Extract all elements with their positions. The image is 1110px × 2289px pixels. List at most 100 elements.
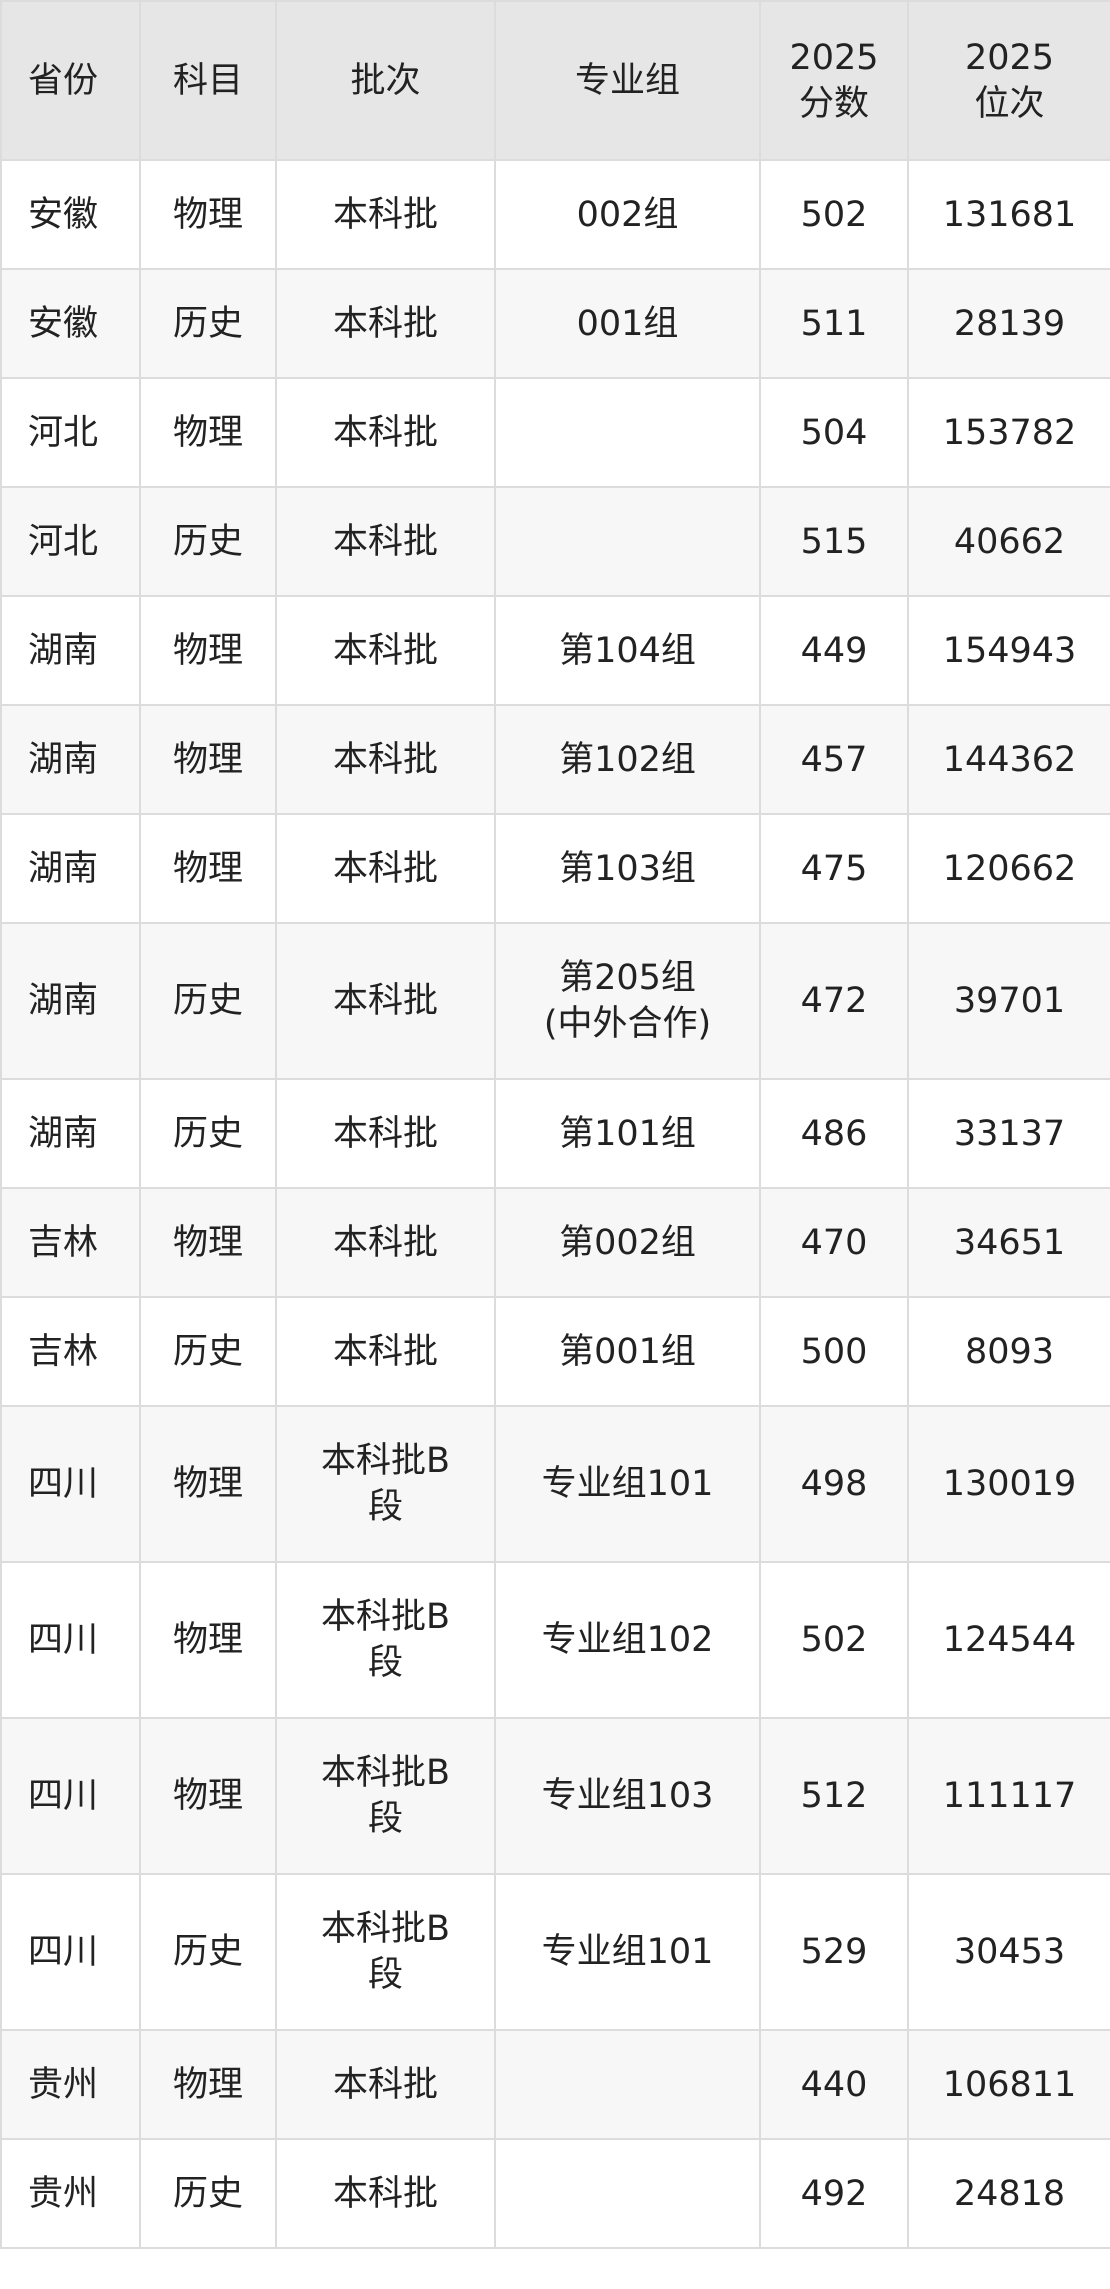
cell-province: 河北 xyxy=(0,377,141,488)
cell-rank: 144362 xyxy=(907,704,1110,815)
cell-score: 529 xyxy=(759,1873,909,2031)
cell-rank: 120662 xyxy=(907,813,1110,924)
cell-batch: 本科批 xyxy=(275,268,496,379)
header-rank: 2025 位次 xyxy=(907,0,1110,161)
cell-batch: 本科批 xyxy=(275,486,496,597)
cell-subject: 物理 xyxy=(139,813,277,924)
cell-subject: 物理 xyxy=(139,595,277,706)
header-label: 位次 xyxy=(974,83,1045,124)
header-province: 省份 xyxy=(0,0,141,161)
cell-major-group: 第102组 xyxy=(494,704,761,815)
cell-subject: 历史 xyxy=(139,1873,277,2031)
cell-subject: 物理 xyxy=(139,159,277,270)
cell-major-group: 第103组 xyxy=(494,813,761,924)
cell-score: 504 xyxy=(759,377,909,488)
cell-province: 四川 xyxy=(0,1873,141,2031)
table-row: 贵州 历史 本科批 492 24818 xyxy=(0,2138,1110,2249)
cell-batch: 本科批B段 xyxy=(275,1561,496,1719)
header-label: 批次 xyxy=(350,60,421,101)
cell-batch: 本科批 xyxy=(275,159,496,270)
table-row: 河北 物理 本科批 504 153782 xyxy=(0,377,1110,488)
cell-province: 湖南 xyxy=(0,1078,141,1189)
cell-province: 吉林 xyxy=(0,1187,141,1298)
cell-score: 472 xyxy=(759,922,909,1080)
cell-rank: 8093 xyxy=(907,1296,1110,1407)
cell-subject: 历史 xyxy=(139,486,277,597)
table-row: 湖南 历史 本科批 第101组 486 33137 xyxy=(0,1078,1110,1189)
cell-rank: 131681 xyxy=(907,159,1110,270)
header-score: 2025 分数 xyxy=(759,0,909,161)
header-label: 专业组 xyxy=(574,60,680,101)
cell-batch: 本科批 xyxy=(275,1296,496,1407)
cell-subject: 历史 xyxy=(139,2138,277,2249)
cell-subject: 物理 xyxy=(139,2029,277,2140)
cell-batch: 本科批 xyxy=(275,595,496,706)
header-batch: 批次 xyxy=(275,0,496,161)
table-row: 湖南 历史 本科批 第205组(中外合作) 472 39701 xyxy=(0,922,1110,1080)
cell-province: 四川 xyxy=(0,1561,141,1719)
table-row: 四川 历史 本科批B段 专业组101 529 30453 xyxy=(0,1873,1110,2031)
cell-rank: 40662 xyxy=(907,486,1110,597)
cell-province: 安徽 xyxy=(0,159,141,270)
cell-province: 河北 xyxy=(0,486,141,597)
cell-rank: 39701 xyxy=(907,922,1110,1080)
table-row: 湖南 物理 本科批 第104组 449 154943 xyxy=(0,595,1110,706)
cell-subject: 历史 xyxy=(139,1078,277,1189)
cell-batch: 本科批 xyxy=(275,1078,496,1189)
cell-rank: 34651 xyxy=(907,1187,1110,1298)
header-label: 分数 xyxy=(798,83,869,124)
cell-subject: 物理 xyxy=(139,1405,277,1563)
cell-subject: 物理 xyxy=(139,1717,277,1875)
table-row: 四川 物理 本科批B段 专业组103 512 111117 xyxy=(0,1717,1110,1875)
cell-subject: 历史 xyxy=(139,922,277,1080)
cell-batch: 本科批 xyxy=(275,1187,496,1298)
cell-major-group xyxy=(494,486,761,597)
cell-province: 四川 xyxy=(0,1717,141,1875)
table-row: 湖南 物理 本科批 第103组 475 120662 xyxy=(0,813,1110,924)
cell-rank: 124544 xyxy=(907,1561,1110,1719)
table-row: 贵州 物理 本科批 440 106811 xyxy=(0,2029,1110,2140)
table-header-row: 省份 科目 批次 专业组 2025 分数 2025 位次 xyxy=(0,0,1110,161)
cell-score: 486 xyxy=(759,1078,909,1189)
cell-province: 贵州 xyxy=(0,2029,141,2140)
table-row: 湖南 物理 本科批 第102组 457 144362 xyxy=(0,704,1110,815)
cell-subject: 历史 xyxy=(139,268,277,379)
cell-score: 498 xyxy=(759,1405,909,1563)
cell-score: 515 xyxy=(759,486,909,597)
cell-rank: 24818 xyxy=(907,2138,1110,2249)
cell-score: 512 xyxy=(759,1717,909,1875)
cell-major-group: 002组 xyxy=(494,159,761,270)
cell-rank: 30453 xyxy=(907,1873,1110,2031)
cell-province: 湖南 xyxy=(0,704,141,815)
header-label: 科目 xyxy=(172,60,243,101)
cell-score: 492 xyxy=(759,2138,909,2249)
cell-major-group: 专业组103 xyxy=(494,1717,761,1875)
cell-batch: 本科批B段 xyxy=(275,1717,496,1875)
cell-score: 449 xyxy=(759,595,909,706)
cell-major-group: 专业组101 xyxy=(494,1405,761,1563)
cell-subject: 物理 xyxy=(139,1187,277,1298)
cell-rank: 130019 xyxy=(907,1405,1110,1563)
cell-subject: 物理 xyxy=(139,704,277,815)
cell-rank: 28139 xyxy=(907,268,1110,379)
cell-major-group: 专业组101 xyxy=(494,1873,761,2031)
cell-major-group xyxy=(494,377,761,488)
cell-major-group xyxy=(494,2029,761,2140)
table-row: 四川 物理 本科批B段 专业组101 498 130019 xyxy=(0,1405,1110,1563)
cell-major-group: 第101组 xyxy=(494,1078,761,1189)
cell-rank: 33137 xyxy=(907,1078,1110,1189)
cell-batch: 本科批 xyxy=(275,2138,496,2249)
cell-major-group: 专业组102 xyxy=(494,1561,761,1719)
header-label: 省份 xyxy=(28,60,99,101)
cell-major-group: 第205组(中外合作) xyxy=(494,922,761,1080)
cell-rank: 111117 xyxy=(907,1717,1110,1875)
cell-batch: 本科批 xyxy=(275,922,496,1080)
header-subject: 科目 xyxy=(139,0,277,161)
cell-batch: 本科批 xyxy=(275,813,496,924)
cell-province: 吉林 xyxy=(0,1296,141,1407)
cell-major-group: 第002组 xyxy=(494,1187,761,1298)
cell-province: 贵州 xyxy=(0,2138,141,2249)
cell-rank: 154943 xyxy=(907,595,1110,706)
cell-subject: 物理 xyxy=(139,1561,277,1719)
